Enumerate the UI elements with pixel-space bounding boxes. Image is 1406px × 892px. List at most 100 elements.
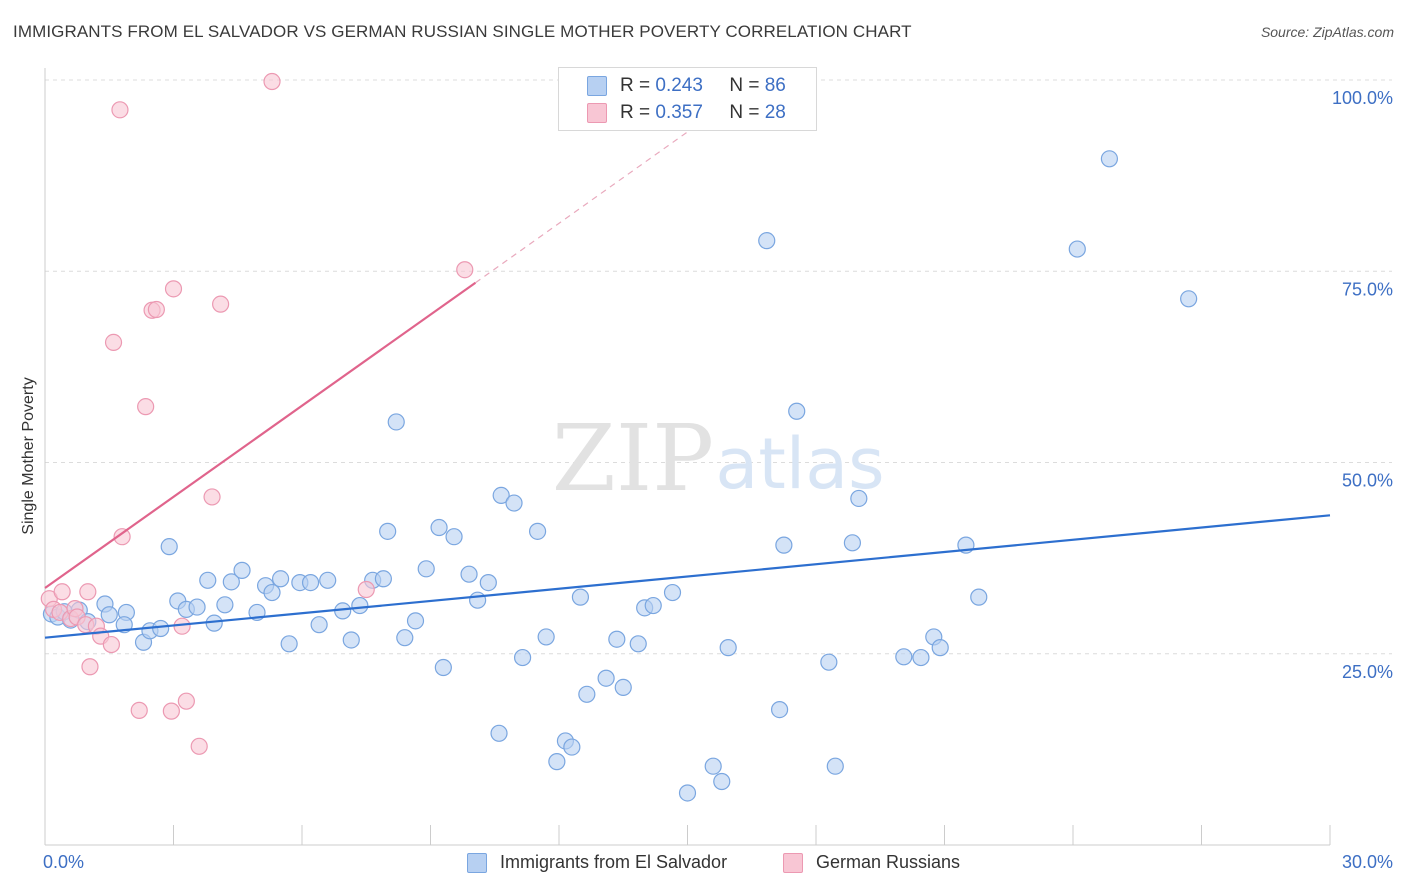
trend-lines xyxy=(44,94,1331,639)
point-el-salvador xyxy=(704,757,722,775)
point-german-russians xyxy=(357,580,375,599)
point-el-salvador xyxy=(280,635,298,653)
point-el-salvador xyxy=(319,571,337,589)
point-el-salvador xyxy=(160,538,178,556)
point-el-salvador xyxy=(770,700,789,719)
r-value-german-russians: 0.357 xyxy=(655,102,703,123)
y-tick-label: 75.0% xyxy=(1342,279,1393,299)
point-el-salvador xyxy=(216,596,234,614)
point-el-salvador xyxy=(931,639,949,657)
legend-swatch-pink xyxy=(783,853,803,873)
x-tick-max: 30.0% xyxy=(1341,852,1393,872)
point-el-salvador xyxy=(379,522,397,540)
point-el-salvador xyxy=(492,486,510,504)
point-el-salvador xyxy=(100,606,118,624)
point-el-salvador xyxy=(614,678,632,697)
point-el-salvador xyxy=(513,648,532,667)
point-el-salvador xyxy=(301,574,320,592)
point-german-russians xyxy=(104,333,123,351)
point-german-russians xyxy=(190,737,208,755)
point-german-russians xyxy=(102,635,120,654)
point-el-salvador xyxy=(826,757,844,775)
point-german-russians xyxy=(456,261,474,279)
point-german-russians xyxy=(113,528,131,546)
point-el-salvador xyxy=(505,494,523,512)
point-german-russians xyxy=(164,280,183,298)
series-german-russians xyxy=(40,72,474,755)
point-german-russians xyxy=(53,583,71,601)
legend-swatch-blue xyxy=(467,853,487,873)
source-credit: Source: ZipAtlas.com xyxy=(1260,24,1394,40)
point-el-salvador xyxy=(663,583,682,602)
point-el-salvador xyxy=(271,570,290,588)
point-el-salvador xyxy=(490,724,508,742)
point-el-salvador xyxy=(895,648,913,666)
point-el-salvador xyxy=(678,784,697,802)
point-el-salvador xyxy=(644,596,662,615)
point-el-salvador xyxy=(571,588,590,606)
y-tick-label: 25.0% xyxy=(1342,662,1393,682)
point-el-salvador xyxy=(374,570,392,588)
n-label: N = xyxy=(729,75,760,96)
point-el-salvador xyxy=(199,571,217,589)
point-el-salvador xyxy=(528,522,547,540)
legend-label-el-salvador: Immigrants from El Salvador xyxy=(500,852,728,872)
point-el-salvador xyxy=(387,413,405,431)
point-german-russians xyxy=(177,692,195,710)
point-el-salvador xyxy=(469,591,487,609)
point-el-salvador xyxy=(719,639,737,657)
point-el-salvador xyxy=(1100,150,1119,168)
point-el-salvador xyxy=(970,588,988,606)
point-el-salvador xyxy=(310,616,328,634)
r-value-el-salvador: 0.243 xyxy=(655,75,703,96)
point-german-russians xyxy=(130,701,148,719)
point-el-salvador xyxy=(597,669,615,687)
point-el-salvador xyxy=(263,583,281,602)
point-german-russians xyxy=(147,300,165,319)
point-el-salvador xyxy=(417,560,435,578)
y-tick-label: 50.0% xyxy=(1342,471,1393,491)
point-german-russians xyxy=(212,295,230,313)
point-german-russians xyxy=(79,583,97,601)
point-el-salvador xyxy=(578,685,596,703)
point-el-salvador xyxy=(445,528,463,546)
legend-swatch-blue xyxy=(587,76,607,96)
point-el-salvador xyxy=(233,561,251,579)
point-el-salvador xyxy=(479,574,497,592)
point-el-salvador xyxy=(629,635,647,653)
point-el-salvador xyxy=(820,653,838,671)
y-tick-labels: 25.0% 50.0% 75.0% 100.0% xyxy=(1332,88,1393,682)
point-el-salvador xyxy=(537,628,555,646)
point-el-salvador xyxy=(342,631,360,649)
point-el-salvador xyxy=(460,565,478,583)
point-el-salvador xyxy=(1180,290,1198,308)
chart-title: IMMIGRANTS FROM EL SALVADOR VS GERMAN RU… xyxy=(13,22,912,41)
series-el-salvador xyxy=(42,150,1198,802)
point-el-salvador xyxy=(713,772,731,791)
point-el-salvador xyxy=(850,489,868,508)
trendline-el-salvador xyxy=(44,514,1331,639)
point-german-russians xyxy=(137,398,155,416)
point-german-russians xyxy=(81,658,99,676)
legend-swatch-pink xyxy=(587,103,607,123)
point-el-salvador xyxy=(563,738,581,756)
n-value-german-russians: 28 xyxy=(764,102,786,123)
point-el-salvador xyxy=(222,573,240,591)
n-label: N = xyxy=(729,102,760,123)
x-tick-min: 0.0% xyxy=(43,852,85,872)
point-el-salvador xyxy=(188,598,206,616)
axes xyxy=(44,68,1331,846)
point-german-russians xyxy=(162,702,180,720)
point-el-salvador xyxy=(843,534,862,552)
point-german-russians xyxy=(263,72,281,91)
point-el-salvador xyxy=(396,629,414,647)
r-label: R = xyxy=(620,102,651,123)
point-german-russians xyxy=(111,101,129,119)
point-el-salvador xyxy=(406,612,425,630)
watermark-zip: ZIP xyxy=(552,405,714,512)
point-german-russians xyxy=(203,488,221,506)
point-el-salvador xyxy=(758,232,776,250)
trendline-german-russians xyxy=(44,281,477,589)
r-label: R = xyxy=(620,75,651,96)
